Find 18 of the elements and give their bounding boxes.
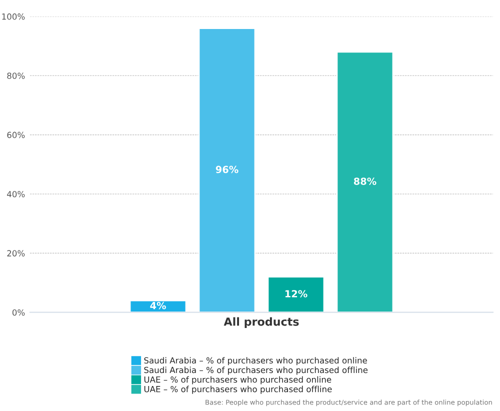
data-label: 12% — [285, 290, 308, 298]
x-tick-label: All products — [224, 317, 299, 328]
y-tick-label: 40% — [7, 190, 25, 198]
y-tick-label: 20% — [7, 250, 25, 256]
y-tick-label: 0% — [12, 309, 25, 316]
bar — [267, 276, 325, 312]
bar — [336, 51, 394, 312]
legend-label: UAE – % of purchasers who purchased online — [144, 376, 332, 384]
bar — [198, 28, 256, 312]
data-label: 4% — [150, 302, 166, 310]
y-tick-label: 80% — [7, 72, 25, 79]
y-tick-label: 60% — [7, 132, 25, 138]
data-label: 96% — [216, 166, 238, 174]
legend-label: UAE – % of purchasers who purchased offline — [144, 386, 332, 394]
y-tick-label: 100% — [2, 13, 25, 20]
legend-label: Saudi Arabia – % of purchasers who purchased offline — [144, 366, 368, 375]
legend-label: Saudi Arabia – % of purchasers who purchased online — [144, 357, 367, 366]
data-label: 88% — [354, 178, 376, 185]
